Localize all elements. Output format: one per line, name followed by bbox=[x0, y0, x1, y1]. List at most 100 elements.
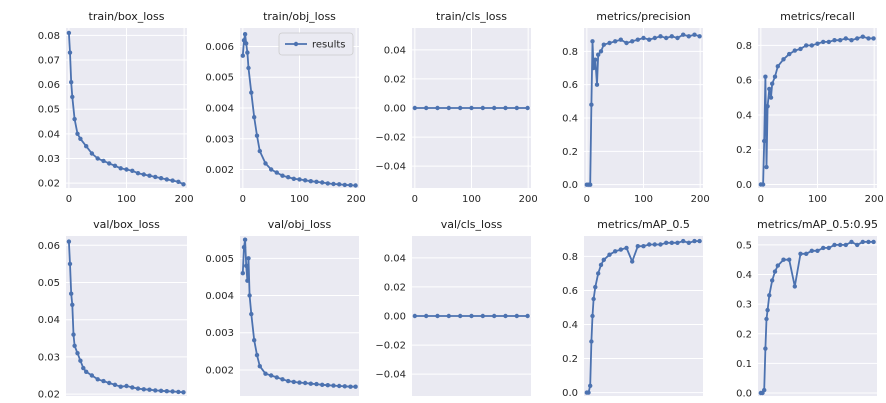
data-point bbox=[767, 86, 772, 92]
data-point bbox=[71, 332, 76, 337]
subplot-title: train/cls_loss bbox=[436, 10, 507, 23]
data-point bbox=[101, 158, 106, 164]
x-tick-label: 200 bbox=[865, 194, 884, 205]
y-tick-label: 0.8 bbox=[562, 47, 578, 58]
data-point bbox=[66, 30, 72, 36]
data-point bbox=[821, 39, 826, 45]
data-point bbox=[424, 105, 429, 111]
x-tick-label: 200 bbox=[175, 194, 194, 205]
data-point bbox=[760, 182, 766, 187]
data-point bbox=[124, 383, 129, 389]
y-tick-label: 0.08 bbox=[38, 31, 60, 42]
subplot-title: metrics/mAP_0.5:0.95 bbox=[757, 218, 878, 231]
y-tick-label: 0.04 bbox=[384, 45, 406, 56]
data-point bbox=[107, 380, 112, 386]
data-point bbox=[325, 383, 330, 388]
data-point bbox=[832, 38, 837, 43]
y-tick-label: 0.2 bbox=[562, 147, 578, 158]
y-tick-label: 0.03 bbox=[38, 154, 60, 165]
data-point bbox=[664, 35, 669, 41]
y-tick-label: 0.0 bbox=[562, 180, 578, 191]
y-tick-label: 0.005 bbox=[205, 254, 234, 265]
y-tick-label: 0.0 bbox=[736, 180, 752, 191]
series-line bbox=[760, 35, 874, 186]
data-point bbox=[274, 375, 279, 380]
y-tick-label: 0.4 bbox=[736, 110, 752, 121]
y-tick-label: 0.00 bbox=[384, 312, 406, 323]
data-point bbox=[89, 373, 95, 378]
subplot-title: metrics/recall bbox=[780, 10, 855, 23]
data-point bbox=[669, 34, 674, 39]
data-point bbox=[181, 182, 186, 187]
y-tick-label: 0.004 bbox=[205, 104, 234, 115]
y-tick-label: 0.002 bbox=[205, 365, 234, 376]
data-point bbox=[269, 167, 274, 172]
y-tick-label: 0.5 bbox=[736, 240, 752, 251]
x-tick-label: 0 bbox=[758, 194, 764, 205]
data-point bbox=[286, 378, 291, 384]
data-point bbox=[697, 238, 702, 244]
data-point bbox=[871, 239, 876, 245]
data-point bbox=[263, 161, 268, 166]
data-point bbox=[596, 52, 601, 57]
y-tick-label: 0.05 bbox=[38, 105, 60, 116]
subplot-title: train/obj_loss bbox=[263, 10, 336, 23]
data-point bbox=[525, 105, 530, 111]
data-point bbox=[246, 65, 251, 71]
data-point bbox=[320, 180, 325, 185]
data-point bbox=[821, 245, 826, 251]
data-point bbox=[762, 387, 767, 393]
series-group bbox=[66, 239, 186, 395]
data-point bbox=[763, 74, 768, 79]
data-point bbox=[274, 170, 279, 175]
data-point bbox=[446, 313, 451, 319]
data-point bbox=[860, 34, 865, 39]
y-tick-label: 0.003 bbox=[205, 134, 234, 145]
series-group bbox=[240, 32, 358, 188]
data-point bbox=[153, 388, 158, 393]
x-tick-label: 100 bbox=[117, 194, 136, 205]
data-point bbox=[618, 247, 623, 252]
y-tick-label: 0.00 bbox=[384, 104, 406, 115]
data-point bbox=[855, 242, 860, 248]
data-point bbox=[280, 173, 285, 178]
series-group bbox=[66, 30, 186, 187]
y-tick-label: 0.02 bbox=[38, 390, 60, 401]
data-point bbox=[252, 338, 257, 343]
y-tick-label: 0.1 bbox=[736, 359, 752, 370]
data-point bbox=[72, 343, 77, 348]
data-point bbox=[337, 182, 342, 187]
data-point bbox=[594, 82, 600, 87]
data-point bbox=[67, 261, 73, 267]
data-point bbox=[164, 389, 169, 394]
y-tick-label: 0.02 bbox=[384, 74, 406, 85]
data-point bbox=[849, 239, 854, 245]
data-point bbox=[686, 240, 691, 245]
data-point bbox=[618, 37, 623, 42]
data-point bbox=[692, 32, 697, 37]
data-point bbox=[291, 176, 296, 181]
data-point bbox=[70, 302, 75, 307]
x-tick-label: 100 bbox=[808, 194, 827, 205]
plot-area bbox=[66, 236, 187, 396]
y-tick-label: −0.04 bbox=[375, 370, 406, 381]
data-point bbox=[291, 379, 296, 385]
plot-area bbox=[758, 236, 877, 396]
x-tick-label: 200 bbox=[347, 194, 366, 205]
data-point bbox=[78, 136, 83, 141]
x-tick-label: 0 bbox=[240, 194, 246, 205]
subplot-title: val/box_loss bbox=[93, 218, 160, 231]
data-point bbox=[815, 41, 820, 46]
data-point bbox=[141, 387, 146, 392]
subplot-title: val/cls_loss bbox=[441, 218, 503, 231]
subplot-8: −0.04 −0.02 0.00 0.02 0.04 val/cls_loss bbox=[375, 218, 531, 396]
data-point bbox=[153, 174, 158, 180]
data-point bbox=[624, 245, 629, 251]
data-point bbox=[252, 115, 257, 120]
data-point bbox=[244, 263, 249, 268]
data-point bbox=[118, 384, 123, 389]
data-point bbox=[686, 34, 691, 39]
data-point bbox=[591, 65, 596, 71]
data-point bbox=[135, 171, 141, 176]
